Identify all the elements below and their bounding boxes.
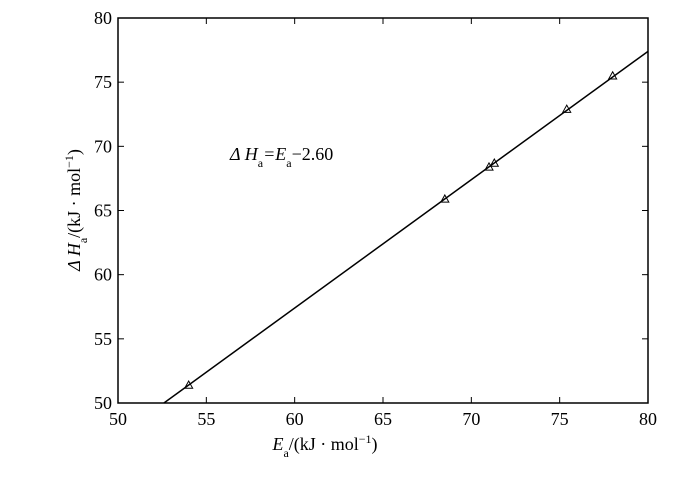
y-axis-label-part: a — [76, 237, 90, 243]
y-tick-label: 60 — [94, 265, 112, 285]
y-tick-label: 65 — [94, 201, 112, 221]
x-axis-label-part: −1 — [359, 432, 372, 446]
y-axis-label-part: /(kJ · mol — [64, 168, 85, 238]
y-axis-label-part: −1 — [62, 155, 76, 168]
x-axis-label: Ea/(kJ · mol−1) — [271, 432, 377, 460]
x-tick-label: 55 — [197, 409, 215, 429]
x-axis-label-part: ) — [372, 434, 378, 455]
x-axis-label-part: /(kJ · mol — [289, 434, 359, 455]
x-tick-label: 65 — [374, 409, 392, 429]
x-tick-label: 70 — [462, 409, 480, 429]
x-axis-label-part: a — [283, 446, 289, 460]
y-tick-label: 50 — [94, 393, 112, 413]
x-tick-label: 80 — [639, 409, 657, 429]
y-tick-label: 70 — [94, 136, 112, 156]
point — [561, 104, 572, 113]
x-tick-label: 50 — [109, 409, 127, 429]
equation-annotation: Δ Ha=Ea−2.60 — [229, 144, 333, 170]
fit-line — [163, 50, 649, 404]
equation-annotation-part: Δ H — [229, 144, 259, 164]
y-tick-label: 75 — [94, 72, 112, 92]
point — [607, 70, 618, 80]
y-tick-label: 80 — [94, 8, 112, 28]
x-tick-label: 60 — [286, 409, 304, 429]
y-axis-label-part: ) — [64, 149, 85, 155]
y-axis-label: Δ Ha/(kJ · mol−1) — [62, 149, 90, 272]
y-axis-label-part: Δ H — [64, 242, 84, 272]
equation-annotation-part: a — [286, 156, 292, 170]
equation-annotation-part: a — [258, 156, 264, 170]
equation-annotation-part: =E — [263, 144, 286, 164]
x-tick-label: 75 — [551, 409, 569, 429]
point — [183, 380, 194, 389]
equation-annotation-part: −2.60 — [292, 144, 334, 164]
y-tick-label: 55 — [94, 329, 112, 349]
x-axis-label-part: E — [271, 434, 283, 454]
plot-frame — [117, 17, 649, 404]
point — [439, 193, 450, 203]
point — [489, 157, 500, 167]
